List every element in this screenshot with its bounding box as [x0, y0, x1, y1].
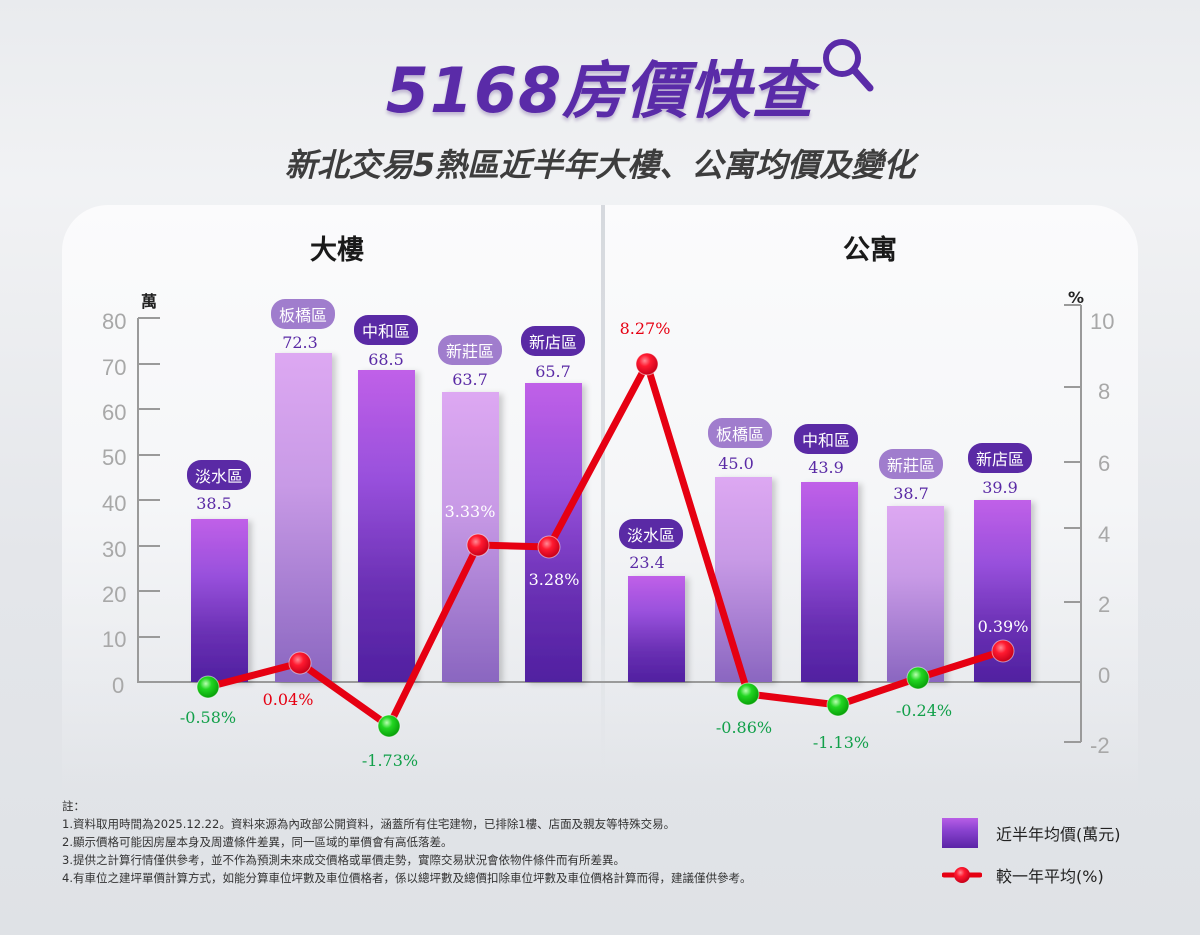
marker-positive	[537, 535, 561, 559]
bars-building	[191, 353, 582, 682]
bar	[715, 477, 772, 682]
bar-value: 39.9	[982, 478, 1018, 497]
left-tick: 70	[102, 355, 127, 380]
change-label: -0.24%	[895, 701, 953, 720]
subtitle: 新北交易5熱區近半年大樓、公寓均價及變化	[284, 146, 916, 184]
change-label: -0.58%	[179, 708, 237, 727]
district-label: 新莊區	[878, 449, 944, 479]
marker-positive	[288, 651, 312, 675]
magnifier-icon	[823, 39, 874, 92]
bar-value: 65.7	[535, 362, 571, 381]
right-axis	[1064, 304, 1082, 743]
left-tick: 40	[102, 491, 127, 516]
right-tick: -2	[1090, 733, 1110, 758]
change-label: -1.13%	[812, 733, 870, 752]
bar	[275, 353, 332, 682]
marker-positive	[991, 639, 1015, 663]
legend-item-line: 較一年平均(%)	[942, 854, 1121, 896]
district-label: 中和區	[793, 424, 859, 454]
bar-value: 68.5	[368, 350, 404, 369]
footnote-item: 2.顯示價格可能因房屋本身及周遭條件差異，同一區域的單價會有高低落差。	[62, 835, 453, 849]
chart-card	[62, 205, 1138, 795]
right-tick: 8	[1098, 379, 1111, 404]
left-tick: 80	[102, 309, 127, 334]
line-marker-icon	[942, 867, 982, 883]
bar	[628, 576, 685, 682]
bar-value: 38.7	[893, 484, 929, 503]
change-label: 0.39%	[977, 617, 1029, 636]
bar-value: 43.9	[808, 458, 844, 477]
marker-negative	[196, 675, 220, 699]
right-axis-unit: %	[1068, 288, 1085, 307]
change-label: -0.86%	[715, 718, 773, 737]
change-label: 3.33%	[444, 502, 496, 521]
bar-value: 23.4	[629, 553, 665, 572]
change-label: 3.28%	[528, 570, 580, 589]
bar-value: 63.7	[452, 370, 488, 389]
change-label: -1.73%	[361, 751, 419, 770]
district-label: 淡水區	[618, 519, 684, 549]
left-tick: 0	[112, 673, 125, 698]
title-text: 5168房價快查	[385, 54, 815, 127]
district-label: 板橋區	[270, 299, 336, 329]
district-label: 板橋區	[707, 418, 773, 448]
district-label: 新店區	[520, 326, 586, 356]
left-tick: 30	[102, 537, 127, 562]
left-tick: 60	[102, 400, 127, 425]
marker-negative	[906, 666, 930, 690]
legend-item-bar: 近半年均價(萬元)	[942, 812, 1121, 854]
legend: 近半年均價(萬元) 較一年平均(%)	[942, 812, 1121, 896]
section-divider	[601, 205, 605, 775]
bar	[358, 370, 415, 682]
marker-positive	[466, 533, 490, 557]
bar-value: 38.5	[196, 494, 232, 513]
bar-swatch-icon	[942, 818, 978, 848]
right-tick: 4	[1098, 522, 1111, 547]
marker-negative	[826, 693, 850, 717]
change-label: 8.27%	[619, 319, 671, 338]
left-tick: 20	[102, 582, 127, 607]
right-tick: 6	[1098, 451, 1111, 476]
bar-value: 72.3	[282, 333, 318, 352]
change-line	[207, 360, 1005, 730]
left-tick: 50	[102, 445, 127, 470]
legend-label: 近半年均價(萬元)	[996, 825, 1121, 844]
bar-value: 45.0	[718, 454, 754, 473]
footnote-item: 1.資料取用時間為2025.12.22。資料來源為內政部公開資料，涵蓋所有住宅建…	[62, 817, 676, 831]
right-tick: 2	[1098, 592, 1111, 617]
footnote-item: 3.提供之計算行情僅供參考，並不作為預測未來成交價格或單價走勢，實際交易狀況會依…	[62, 853, 625, 867]
line-markers	[196, 352, 1015, 738]
left-tick: 10	[102, 627, 127, 652]
footnotes: 註： 1.資料取用時間為2025.12.22。資料來源為內政部公開資料，涵蓋所有…	[62, 797, 751, 887]
marker-negative	[736, 682, 760, 706]
change-label: 0.04%	[262, 690, 314, 709]
section-title-building: 大樓	[310, 235, 364, 266]
legend-label: 較一年平均(%)	[996, 867, 1104, 886]
bar	[887, 506, 944, 682]
bar	[801, 482, 858, 682]
district-label: 中和區	[353, 315, 419, 345]
page-title: 5168房價快查	[0, 39, 1200, 130]
district-label: 新店區	[967, 443, 1033, 473]
bar	[191, 519, 248, 682]
left-axis-unit: 萬	[141, 292, 158, 311]
footnote-heading: 註：	[62, 799, 85, 813]
footnote-item: 4.有車位之建坪單價計算方式，如能分算車位坪數及車位價格者，係以總坪數及總價扣除…	[62, 871, 752, 885]
bars-apartment	[628, 477, 1031, 682]
district-label: 淡水區	[186, 460, 252, 490]
right-tick: 0	[1098, 663, 1111, 688]
right-tick: 10	[1090, 309, 1115, 334]
section-title-apartment: 公寓	[843, 235, 897, 266]
marker-positive	[635, 352, 659, 376]
district-label: 新莊區	[437, 335, 503, 365]
marker-negative	[377, 714, 401, 738]
